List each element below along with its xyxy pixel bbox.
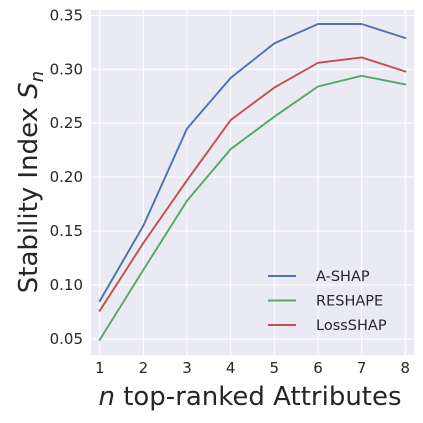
legend-label: A-SHAP	[316, 269, 370, 285]
series-line-a-shap	[98, 23, 407, 303]
x-tick-label: 7	[357, 359, 367, 377]
y-tick-label: 0.35	[50, 6, 83, 24]
y-tick-label: 0.25	[50, 114, 83, 132]
grid	[91, 10, 414, 355]
plot-background	[91, 10, 414, 355]
x-tick-label: 1	[95, 359, 105, 377]
x-tick-label: 4	[226, 359, 236, 377]
y-tick-label: 0.10	[50, 276, 83, 294]
series-line-reshape	[98, 74, 407, 341]
legend: A-SHAP RESHAPE LossSHAP	[268, 269, 387, 334]
y-tick-label: 0.15	[50, 222, 83, 240]
x-tick-label: 5	[270, 359, 280, 377]
x-tick-label: 2	[139, 359, 149, 377]
legend-label: LossSHAP	[316, 318, 387, 334]
series-group	[98, 23, 407, 341]
x-tick-label: 6	[313, 359, 323, 377]
x-tick-label: 8	[400, 359, 410, 377]
y-tick-label: 0.05	[50, 330, 83, 348]
x-tick-labels: 1 2 3 4 5 6 7 8	[95, 359, 410, 377]
y-axis-label: Stability Index Sn	[14, 71, 48, 293]
x-tick-label: 3	[182, 359, 192, 377]
x-axis-label: n top-ranked Attributes	[98, 382, 401, 412]
y-tick-label: 0.20	[50, 168, 83, 186]
legend-label: RESHAPE	[316, 294, 383, 310]
y-tick-label: 0.30	[50, 60, 83, 78]
series-line-lossshap	[98, 56, 407, 312]
y-tick-labels: 0.05 0.10 0.15 0.20 0.25 0.30 0.35	[50, 6, 83, 347]
